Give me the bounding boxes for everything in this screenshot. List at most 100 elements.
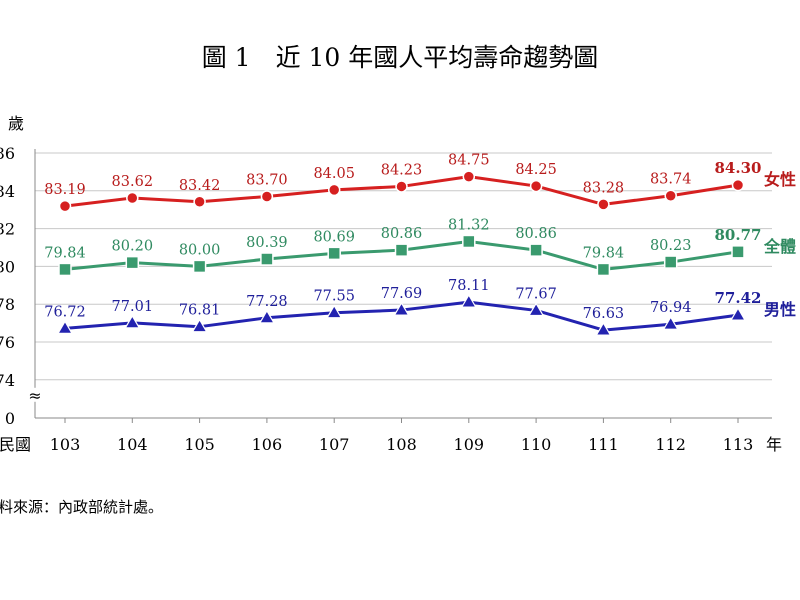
data-label: 76.72 [44,304,86,320]
data-label: 80.00 [179,242,221,258]
data-point [258,309,275,324]
data-point [662,316,679,330]
y-tick-label: 76 [0,333,15,352]
data-point [596,262,611,277]
y-tick-label: 80 [0,257,15,276]
data-point [58,199,72,213]
data-point [126,191,139,205]
data-label: 80.86 [515,226,557,242]
x-tick-label: 113 [723,435,754,454]
x-tick-label: 105 [184,435,215,454]
data-point [528,302,545,317]
y-tick-label: 86 [0,144,15,163]
chart-title: 圖 1 近 10 年國人平均壽命趨勢圖 [202,43,599,72]
data-label: 84.23 [381,162,423,178]
data-label: 83.70 [246,172,288,188]
data-point [462,234,476,249]
data-point [125,255,140,270]
series-1: 79.84 80.20 80.00 80.39 80.69 80.86 81.32 80.86… [44,217,796,277]
data-point [192,259,207,274]
data-point [529,243,543,257]
legend-label: 全體 [763,237,796,256]
data-point [193,195,206,209]
data-point [260,252,274,266]
data-point [395,180,408,193]
data-point [56,320,74,334]
data-label: 76.94 [650,300,692,316]
x-tick-label: 107 [319,435,350,454]
series-0: 83.19 83.62 83.42 83.70 84.05 84.23 84.75 84.25… [44,153,796,213]
gridlines [35,152,772,381]
data-label: 84.30 [715,159,762,177]
x-tick-label: 112 [655,435,686,454]
data-label: 83.19 [44,182,86,198]
y-tick-label: 82 [0,220,15,239]
data-label: 76.81 [179,303,221,319]
data-point [529,179,543,193]
data-label: 76.63 [583,306,625,322]
data-label: 80.86 [381,226,423,242]
x-tick-label: 104 [117,435,148,454]
x-axis-prefix-label: 民國 [0,435,31,454]
data-point [460,293,477,308]
x-tick-label: 103 [50,435,81,454]
legend-label: 女性 [764,170,796,189]
data-label: 83.62 [112,174,154,190]
data-label: 77.67 [515,286,557,302]
data-label: 77.42 [715,289,762,307]
x-tick-label: 108 [386,435,417,454]
data-point [663,255,678,269]
data-label: 78.11 [448,278,490,294]
x-axis-suffix-label: 年 [766,435,782,454]
y-tick-label-zero: 0 [5,409,15,428]
data-point [327,246,341,261]
data-point [664,189,677,202]
axis-break-mask [27,387,43,402]
axis-break-symbol: ≈ [28,386,41,405]
y-axis-label: 歲 [8,114,24,133]
data-point [326,304,343,319]
data-label: 77.55 [313,289,355,305]
data-label: 83.74 [650,172,692,188]
data-point [124,314,141,329]
data-point [393,301,410,316]
series-2: 76.72 77.01 76.81 77.28 77.55 77.69 78.11 77.67… [44,278,796,336]
source-note: 料來源：內政部統計處。 [0,498,163,516]
data-point [729,306,747,321]
data-point [597,198,610,211]
data-point [327,183,341,197]
data-point [731,178,745,192]
x-tick-label: 109 [454,435,485,454]
data-label: 84.25 [515,162,557,178]
data-point [731,245,745,259]
series-group: 83.19 83.62 83.42 83.70 84.05 84.23 84.75 84.25… [44,153,796,336]
y-tick-label: 78 [0,295,15,314]
legend-label: 男性 [764,300,796,319]
data-label: 84.05 [313,166,355,182]
y-tick-label: 84 [0,182,15,201]
x-tick-label: 106 [252,435,283,454]
axes: ≈ [27,149,772,419]
data-label: 80.39 [246,235,288,251]
data-label: 81.32 [448,217,490,233]
x-tick-labels: 103 104 105 106 107 108 109 110 111 112 113 [50,418,754,454]
data-label: 80.23 [650,238,692,254]
data-point [595,321,612,336]
data-label: 80.77 [715,226,762,244]
data-label: 83.42 [179,178,221,194]
y-tick-labels: 86 84 82 80 78 76 74 0 [0,144,15,428]
data-point [260,190,274,203]
y-tick-label: 74 [0,371,15,390]
data-point [462,170,476,183]
data-label: 77.01 [112,299,154,315]
data-point [58,262,72,277]
data-label: 77.28 [246,294,288,310]
data-label: 84.75 [448,153,490,169]
x-tick-label: 111 [588,435,619,454]
data-label: 80.20 [112,239,154,255]
data-point [191,318,208,333]
x-tick-label: 110 [521,435,552,454]
data-label: 83.28 [583,180,625,196]
data-point [394,243,409,257]
